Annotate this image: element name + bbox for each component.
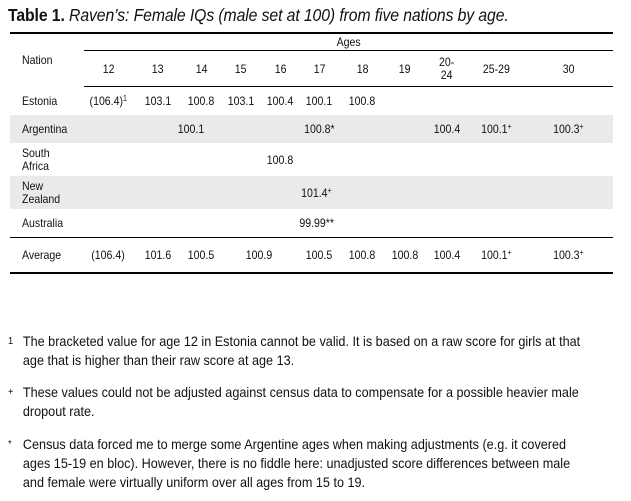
- value-cell: 103.1: [227, 94, 255, 108]
- table-row-estonia: Estonia (106.4)1 103.1 100.8 103.1 100.4…: [10, 87, 613, 116]
- value-cell: 100.3+: [524, 115, 614, 143]
- age-col-header: 30: [524, 50, 614, 87]
- table-row-argentina: Argentina 100.1 100.8* 100.4 100.1+ 100.…: [10, 115, 614, 143]
- nation-cell: Estonia: [22, 93, 58, 108]
- ages-header: Ages: [84, 32, 614, 51]
- footnote-text: Census data forced me to merge some Arge…: [22, 437, 571, 490]
- footnote-marker: 1: [8, 336, 14, 347]
- value-cell: 99.99**: [298, 216, 334, 230]
- age-col-header: 19: [385, 50, 425, 87]
- value-cell: 100.8: [385, 237, 425, 274]
- footnote-text: The bracketed value for age 12 in Estoni…: [22, 334, 581, 368]
- table-label: Table 1.: [8, 5, 65, 25]
- age-col-header: 13: [133, 50, 183, 87]
- footnote-marker: +: [8, 387, 14, 398]
- value-cell: 100.1: [306, 94, 333, 108]
- value-cell: 100.5: [299, 237, 340, 274]
- value-cell: 100.8: [188, 94, 215, 108]
- age-col-header: 14: [183, 50, 220, 87]
- value-cell: 100.8*: [299, 115, 340, 143]
- nation-cell: New Zealand: [10, 176, 84, 209]
- value-cell: 100.4: [267, 94, 294, 108]
- header-row-age-columns: 12 13 14 15 16 17 18 19 20- 24 25-29 30: [10, 50, 614, 87]
- age-col-header: 16: [262, 50, 299, 87]
- value-cell: 100.9: [220, 237, 299, 274]
- value-cell: (106.4)1: [89, 94, 128, 108]
- value-cell: 100.1+: [469, 237, 524, 274]
- nation-cell: Australia: [22, 216, 64, 230]
- footnote-marker: 1: [123, 94, 128, 103]
- value-cell: 103.1: [144, 94, 172, 108]
- value-cell: 100.8: [349, 94, 376, 108]
- footnote-text: These values could not be adjusted again…: [22, 385, 579, 419]
- average-label: Average: [10, 237, 84, 274]
- value-cell: 101.4+: [84, 176, 340, 209]
- table-row-south-africa: South Africa 100.8: [10, 143, 613, 176]
- nation-cell: Argentina: [10, 115, 84, 143]
- age-col-header: 12: [84, 50, 133, 87]
- value-cell: 100.8: [266, 152, 294, 167]
- header-row-ages: Nation Ages: [10, 32, 614, 87]
- value-cell: 100.4: [425, 237, 469, 274]
- table-row-average: Average (106.4) 101.6 100.5 100.9 100.5 …: [10, 237, 614, 274]
- table-row-new-zealand: New Zealand 101.4+: [10, 176, 614, 209]
- value-cell: 100.8: [340, 237, 385, 274]
- table-title: Raven’s: Female IQs (male set at 100) fr…: [69, 5, 509, 25]
- value-cell: (106.4): [84, 237, 133, 274]
- value-cell: 100.5: [183, 237, 220, 274]
- iq-table: Nation Ages 12 13 14 15 16 17 18 19 20- …: [10, 32, 614, 274]
- table-caption: Table 1. Raven’s: Female IQs (male set a…: [8, 4, 562, 26]
- table-row-australia: Australia 99.99**: [10, 209, 613, 238]
- value-cell: 101.6: [133, 237, 183, 274]
- value-cell: 100.3+: [524, 237, 614, 274]
- nation-cell: South Africa: [22, 145, 50, 173]
- value-cell: 100.1+: [469, 115, 524, 143]
- value-cell: 100.4: [425, 115, 469, 143]
- value-cell: 100.1: [84, 115, 299, 143]
- age-col-header: 25-29: [469, 50, 524, 87]
- age-col-header: 20- 24: [425, 50, 469, 87]
- age-col-header: 15: [220, 50, 262, 87]
- age-col-header: 18: [340, 50, 385, 87]
- footnote-marker: *: [8, 439, 12, 450]
- nation-header: Nation: [10, 32, 84, 87]
- age-col-header: 17: [299, 50, 340, 87]
